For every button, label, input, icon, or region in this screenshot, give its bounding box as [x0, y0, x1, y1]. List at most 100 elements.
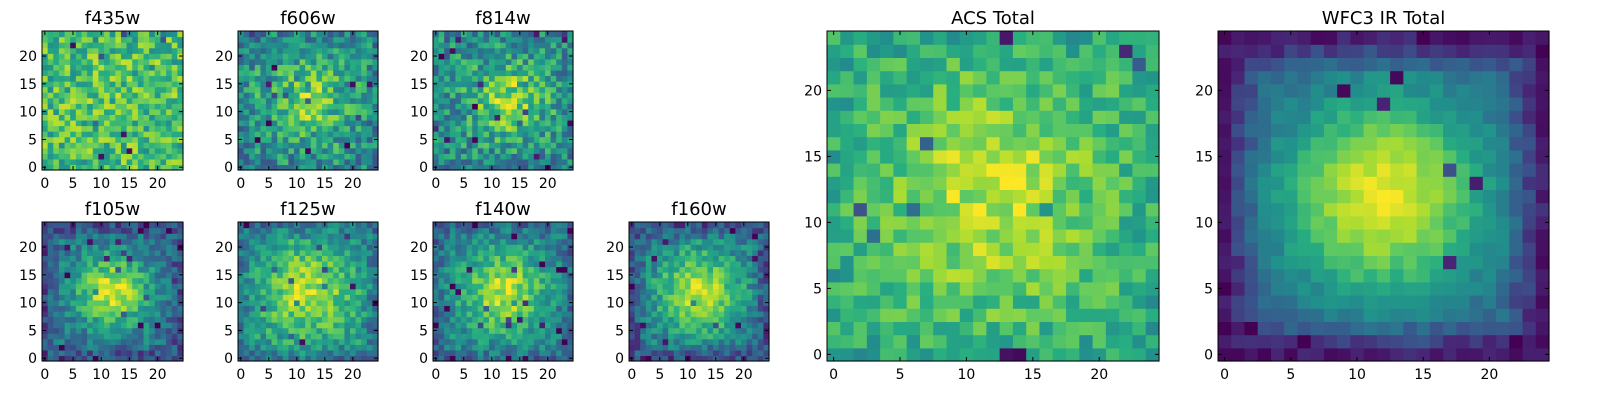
heatmap-cell	[505, 147, 512, 154]
heatmap-cell	[137, 31, 145, 38]
heatmap-cell	[143, 244, 150, 251]
heatmap-cell	[483, 108, 490, 115]
heatmap-cell	[310, 97, 317, 104]
heatmap-cell	[461, 322, 468, 329]
heatmap-cell	[132, 305, 139, 312]
heatmap-cell	[42, 249, 49, 256]
heatmap-cell	[137, 310, 145, 318]
heatmap-cell	[177, 294, 184, 301]
heatmap-cell	[483, 322, 490, 329]
heatmap-cell	[494, 272, 501, 279]
heatmap-cell	[366, 260, 373, 268]
heatmap-cell	[98, 114, 105, 121]
heatmap-cell	[238, 349, 245, 357]
heatmap-cell	[75, 64, 83, 71]
heatmap-cell	[372, 322, 379, 329]
heatmap-cell	[1012, 202, 1027, 217]
heatmap-cell	[472, 299, 479, 306]
heatmap-cell	[316, 338, 323, 345]
heatmap-cell	[104, 233, 111, 240]
heatmap-cell	[701, 322, 708, 329]
heatmap-cell	[53, 42, 60, 49]
heatmap-cell	[729, 299, 736, 306]
heatmap-cell	[517, 322, 524, 329]
heatmap-cell	[120, 119, 128, 127]
heatmap-cell	[438, 344, 445, 351]
heatmap-cell	[120, 131, 128, 138]
heatmap-cell	[126, 147, 133, 154]
heatmap-cell	[177, 249, 184, 256]
heatmap-cell	[260, 277, 267, 284]
heatmap-cell	[53, 136, 60, 143]
heatmap-cell	[528, 244, 535, 251]
heatmap-cell	[657, 238, 664, 245]
heatmap-cell	[1079, 229, 1094, 243]
heatmap-cell	[533, 260, 540, 268]
heatmap-cell	[511, 249, 518, 256]
heatmap-cell	[104, 64, 111, 71]
heatmap-cell	[545, 260, 552, 268]
heatmap-cell	[120, 277, 128, 284]
heatmap-cell	[741, 344, 748, 351]
heatmap-cell	[271, 283, 278, 290]
heatmap-cell	[444, 108, 451, 115]
heatmap-cell	[243, 31, 250, 38]
heatmap-cell	[366, 142, 373, 149]
heatmap-cell	[528, 164, 535, 171]
heatmap-cell	[115, 222, 122, 229]
heatmap-cell	[645, 277, 652, 284]
heatmap-cell	[58, 344, 66, 351]
heatmap-cell	[154, 283, 162, 290]
heatmap-cell	[282, 114, 289, 121]
heatmap-cell	[305, 31, 312, 38]
heatmap-cell	[539, 322, 546, 329]
heatmap-cell	[238, 97, 245, 104]
heatmap-cell	[166, 222, 173, 229]
heatmap-cell	[254, 272, 261, 279]
heatmap-cell	[522, 119, 529, 127]
heatmap-cell	[87, 310, 94, 318]
heatmap-cell	[143, 338, 150, 345]
heatmap-cell	[243, 64, 250, 71]
heatmap-cell	[477, 299, 484, 306]
heatmap-cell	[277, 288, 284, 295]
heatmap-cell	[166, 310, 173, 318]
heatmap-cell	[249, 277, 256, 284]
y-tick-label: 10	[606, 296, 624, 312]
heatmap-cell	[249, 338, 256, 345]
heatmap-cell	[243, 260, 250, 268]
heatmap-cell	[986, 242, 1001, 256]
heatmap-cell	[533, 255, 540, 262]
heatmap-cell	[701, 288, 708, 295]
heatmap-cell	[746, 344, 753, 351]
heatmap-cell	[539, 283, 546, 290]
heatmap-cell	[500, 299, 507, 306]
heatmap-cell	[47, 108, 54, 115]
heatmap-cell	[355, 69, 362, 77]
heatmap-cell	[1079, 334, 1094, 349]
heatmap-cell	[322, 283, 329, 290]
heatmap-cell	[260, 222, 267, 229]
heatmap-cell	[254, 222, 261, 229]
heatmap-cell	[126, 69, 133, 77]
heatmap-cell	[735, 238, 742, 245]
heatmap-cell	[271, 327, 278, 334]
heatmap-cell	[466, 266, 473, 273]
heatmap-cell	[999, 215, 1014, 230]
heatmap-cell	[477, 164, 484, 171]
heatmap-cell	[143, 277, 150, 284]
heatmap-cell	[489, 64, 496, 71]
heatmap-cell	[634, 310, 641, 318]
heatmap-cell	[47, 222, 54, 229]
heatmap-cell	[305, 310, 312, 318]
heatmap-cell	[333, 260, 340, 268]
heatmap-cell	[160, 266, 167, 273]
heatmap-cell	[104, 227, 111, 234]
heatmap-cell	[567, 158, 574, 166]
heatmap-cell	[177, 222, 184, 229]
heatmap-cell	[444, 305, 451, 312]
heatmap-cell	[53, 249, 60, 256]
heatmap-cell	[986, 321, 1001, 336]
heatmap-cell	[539, 255, 546, 262]
heatmap-cell	[986, 281, 1001, 296]
